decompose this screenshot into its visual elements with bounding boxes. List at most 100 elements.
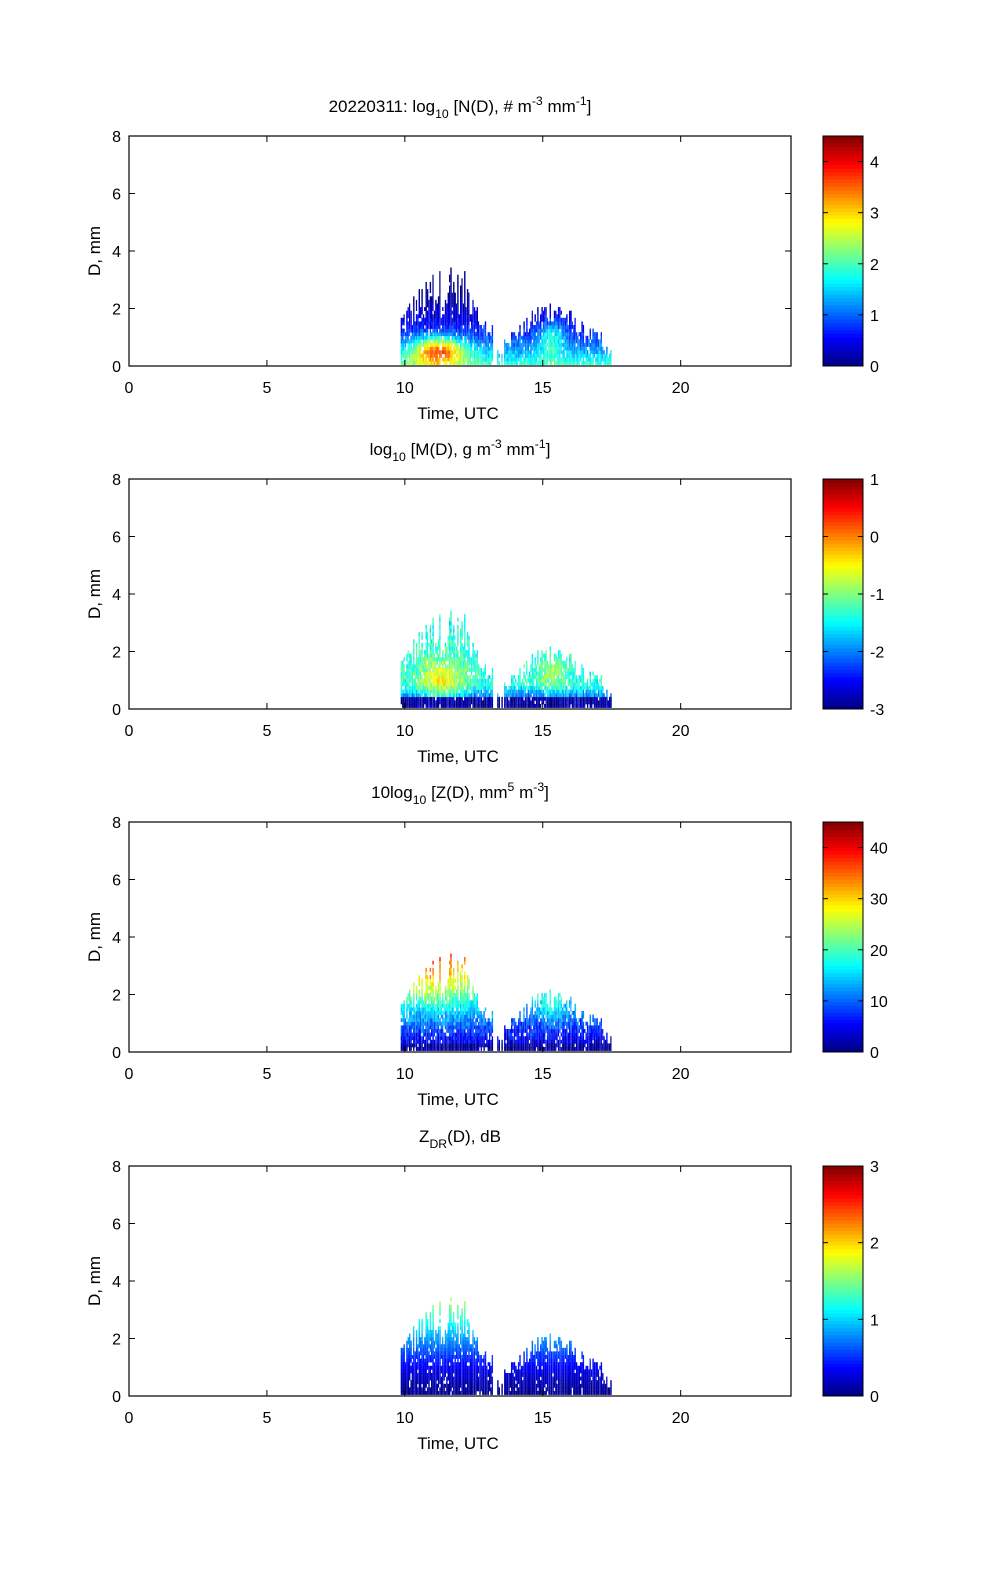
colorbar-step: [823, 233, 863, 238]
heatmap-cell: [593, 689, 596, 694]
heatmap-cell: [501, 361, 503, 365]
heatmap-cell: [429, 993, 432, 997]
heatmap-cell: [413, 993, 415, 997]
heatmap-cell: [417, 325, 419, 329]
heatmap-cell: [424, 660, 426, 665]
colorbar-step: [823, 344, 863, 349]
heatmap-cell: [460, 985, 462, 990]
heatmap-cell: [461, 642, 463, 647]
heatmap-cell: [519, 332, 521, 337]
heatmap-cell: [403, 314, 405, 319]
heatmap-cell: [450, 982, 452, 987]
heatmap-cell: [442, 657, 444, 662]
heatmap-cell: [559, 335, 561, 340]
heatmap-cell: [466, 296, 469, 301]
heatmap-cell: [468, 700, 470, 705]
heatmap-cell: [511, 357, 513, 362]
heatmap-cell: [589, 328, 591, 333]
heatmap-cell: [589, 343, 591, 347]
heatmap-cell: [535, 671, 538, 676]
heatmap-cell: [545, 307, 547, 311]
heatmap-cell: [455, 1018, 458, 1023]
heatmap-cell: [418, 357, 420, 362]
heatmap-cell: [533, 339, 535, 344]
heatmap-cell: [404, 678, 407, 683]
heatmap-cell: [440, 686, 443, 690]
heatmap-cell: [455, 1014, 458, 1019]
heatmap-cell: [415, 325, 418, 329]
heatmap-cell: [400, 361, 403, 365]
heatmap-cell: [552, 693, 554, 698]
heatmap-cell: [571, 350, 573, 355]
heatmap-cell: [426, 696, 429, 701]
heatmap-cell: [465, 1014, 467, 1019]
heatmap-cell: [436, 1047, 438, 1051]
heatmap-cell: [483, 346, 485, 351]
heatmap-cell: [449, 978, 451, 983]
colorbar-step: [823, 701, 863, 706]
heatmap-cell: [406, 361, 408, 365]
heatmap-cell: [524, 339, 526, 344]
heatmap-cell: [476, 1007, 478, 1012]
heatmap-cell: [520, 343, 523, 347]
heatmap-cell: [426, 292, 429, 297]
heatmap-cell: [451, 700, 453, 705]
heatmap-cell: [540, 332, 542, 337]
colorbar-step: [823, 272, 863, 277]
heatmap-cell: [404, 339, 407, 344]
heatmap-cell: [580, 686, 582, 690]
heatmap-cell: [451, 675, 453, 680]
heatmap-cell: [439, 700, 441, 705]
heatmap-cell: [424, 686, 426, 690]
heatmap-cell: [472, 332, 474, 337]
heatmap-cell: [465, 343, 467, 347]
heatmap-cell: [429, 653, 432, 658]
heatmap-cell: [451, 1014, 454, 1019]
heatmap-cell: [462, 361, 464, 365]
heatmap-cell: [527, 332, 529, 337]
heatmap-cell: [433, 1007, 435, 1012]
heatmap-cell: [426, 1018, 429, 1023]
heatmap-cell: [555, 693, 557, 698]
heatmap-cell: [428, 361, 430, 365]
heatmap-cell: [600, 675, 603, 680]
heatmap-cell: [455, 660, 458, 665]
heatmap-cell: [559, 700, 561, 705]
heatmap-cell: [410, 328, 412, 333]
heatmap-cell: [406, 678, 408, 683]
heatmap-cell: [475, 325, 477, 329]
heatmap-cell: [553, 328, 556, 333]
heatmap-cell: [449, 621, 451, 626]
heatmap-cell: [553, 693, 556, 698]
heatmap-cell: [447, 299, 449, 304]
heatmap-cell: [462, 346, 464, 351]
heatmap-cell: [557, 346, 560, 351]
heatmap-cell: [429, 704, 432, 708]
heatmap-cell: [439, 989, 441, 994]
heatmap-cell: [429, 1003, 432, 1008]
heatmap-cell: [545, 339, 547, 344]
y-tick-label: 2: [112, 302, 121, 319]
heatmap-cell: [411, 335, 414, 340]
heatmap-cell: [544, 314, 546, 319]
heatmap-cell: [442, 668, 444, 672]
heatmap-cell: [429, 314, 432, 319]
heatmap-cell: [413, 639, 415, 644]
heatmap-cell: [413, 335, 415, 340]
heatmap-cell: [530, 332, 532, 337]
heatmap-cell: [446, 335, 448, 340]
heatmap-cell: [591, 343, 593, 347]
heatmap-cell: [609, 700, 611, 705]
heatmap-cell: [479, 335, 481, 340]
heatmap-cell: [515, 678, 517, 683]
heatmap-cell: [545, 675, 547, 680]
heatmap-cell: [546, 704, 549, 708]
heatmap-cell: [451, 1000, 454, 1005]
heatmap-cell: [546, 357, 549, 362]
heatmap-cell: [450, 1021, 452, 1026]
heatmap-cell: [512, 332, 514, 337]
heatmap-cell: [479, 1011, 481, 1015]
heatmap-cell: [580, 675, 582, 680]
heatmap-cell: [595, 689, 597, 694]
heatmap-cell: [530, 343, 532, 347]
